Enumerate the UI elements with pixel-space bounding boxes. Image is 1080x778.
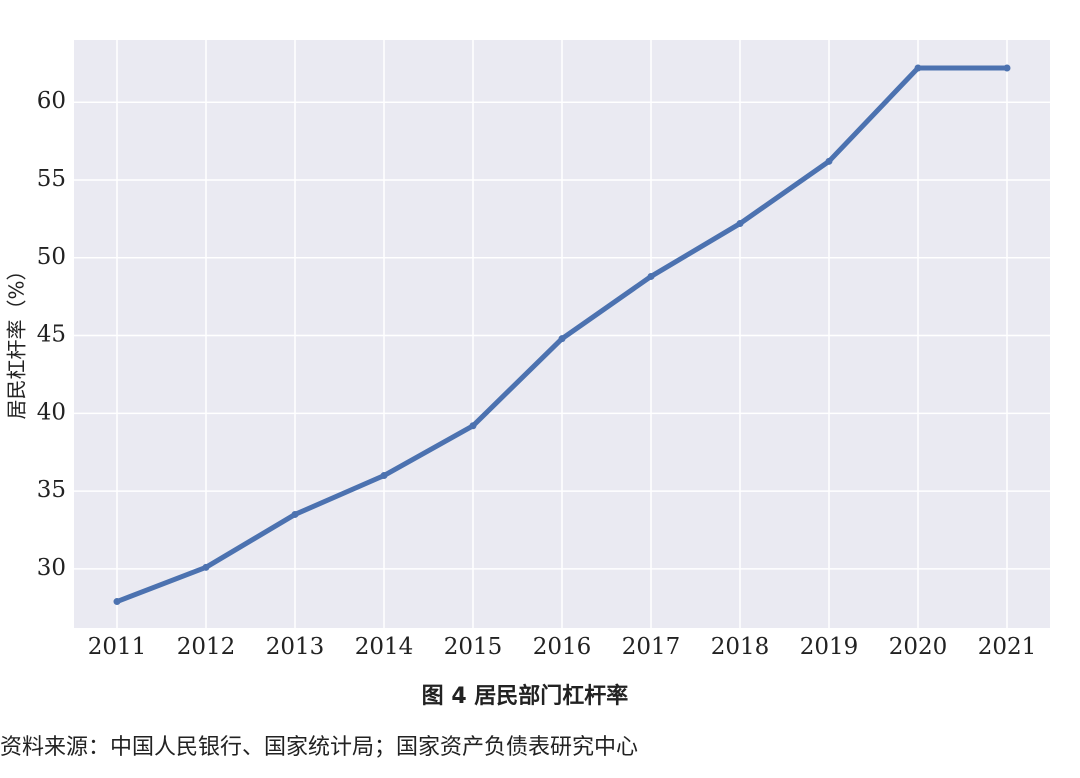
- y-tick-label: 35: [37, 477, 66, 503]
- data-point: [914, 64, 922, 72]
- y-tick-label: 50: [37, 244, 66, 270]
- data-point: [469, 422, 477, 430]
- plot-layer: 30 35 40 45 50 55 60 2011 2012 2013 2014 2015 2016 20…: [37, 40, 1050, 660]
- y-tick-label: 45: [37, 322, 66, 348]
- x-tick-label: 2012: [177, 634, 236, 660]
- data-point: [202, 563, 210, 571]
- x-tick-label: 2013: [266, 634, 325, 660]
- data-point: [647, 272, 655, 280]
- y-tick-label: 40: [37, 399, 66, 425]
- data-point: [1003, 64, 1011, 72]
- data-point: [380, 472, 388, 480]
- x-tick-label: 2020: [889, 634, 948, 660]
- y-tick-label: 60: [37, 88, 66, 114]
- data-point: [291, 510, 299, 518]
- y-tick-label: 55: [37, 166, 66, 192]
- caption: 图 4 居民部门杠杆率: [422, 683, 629, 709]
- data-point: [825, 157, 833, 165]
- data-point: [113, 598, 121, 606]
- source-note: 资料来源：中国人民银行、国家统计局；国家资产负债表研究中心: [0, 735, 638, 760]
- x-tick-label: 2017: [622, 634, 681, 660]
- data-point: [736, 220, 744, 228]
- x-tick-label: 2021: [978, 634, 1037, 660]
- x-tick-label: 2011: [88, 634, 147, 660]
- x-tick-label: 2018: [711, 634, 770, 660]
- x-tick-label: 2016: [533, 634, 592, 660]
- x-tick-label: 2015: [444, 634, 503, 660]
- data-point: [558, 335, 566, 343]
- y-tick-label: 30: [37, 555, 66, 581]
- x-tick-label: 2019: [800, 634, 859, 660]
- x-tick-label: 2014: [355, 634, 414, 660]
- y-axis-label: 居民杠杆率（%）: [5, 260, 29, 419]
